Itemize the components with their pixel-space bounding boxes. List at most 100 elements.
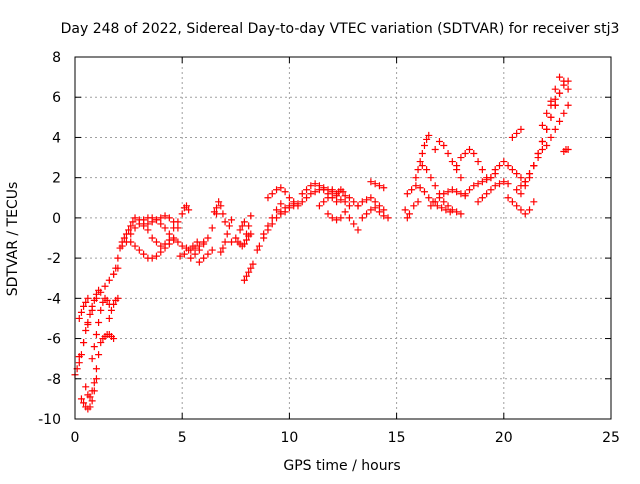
y-tick-label: -10	[38, 412, 61, 428]
data-point	[418, 162, 426, 170]
data-point	[273, 206, 281, 214]
series-arc-y	[260, 200, 285, 238]
data-point	[170, 224, 178, 232]
data-point	[513, 170, 521, 178]
data-point	[551, 125, 559, 133]
data-point	[84, 318, 92, 326]
data-point	[148, 254, 156, 262]
data-point	[500, 178, 508, 186]
data-point	[176, 252, 184, 260]
x-axis-label: GPS time / hours	[283, 458, 400, 474]
data-point	[380, 184, 388, 192]
data-point	[526, 206, 534, 214]
series-arc-ac	[298, 180, 341, 206]
data-point	[114, 254, 122, 262]
data-point	[358, 214, 366, 222]
data-point	[345, 202, 353, 210]
data-point	[457, 210, 465, 218]
data-point	[435, 137, 443, 145]
data-point	[285, 194, 293, 202]
x-tick-label: 5	[178, 430, 187, 446]
data-point	[412, 182, 420, 190]
data-point	[384, 214, 392, 222]
data-point	[354, 202, 362, 210]
data-point	[324, 194, 332, 202]
data-point	[221, 238, 229, 246]
data-point	[129, 218, 137, 226]
data-point	[547, 101, 555, 109]
data-point	[320, 186, 328, 194]
data-point	[538, 137, 546, 145]
data-point	[350, 198, 358, 206]
data-point	[517, 125, 525, 133]
series-arc-u	[234, 230, 255, 250]
data-point	[500, 158, 508, 166]
data-point	[131, 224, 139, 232]
data-point	[107, 306, 115, 314]
data-point	[410, 202, 418, 210]
data-point	[444, 188, 452, 196]
data-point	[219, 210, 227, 218]
data-point	[504, 162, 512, 170]
data-point	[470, 182, 478, 190]
data-point	[363, 196, 371, 204]
data-point	[95, 351, 103, 359]
data-point	[157, 242, 165, 250]
data-point	[517, 190, 525, 198]
data-point	[144, 226, 152, 234]
data-point	[358, 198, 366, 206]
data-point	[551, 95, 559, 103]
data-point	[538, 146, 546, 154]
data-point	[80, 339, 88, 347]
data-point	[131, 214, 139, 222]
data-point	[367, 206, 375, 214]
y-tick-label: 4	[52, 130, 61, 146]
data-point	[238, 222, 246, 230]
data-point	[534, 150, 542, 158]
data-point	[478, 166, 486, 174]
data-point	[75, 359, 83, 367]
data-point	[416, 184, 424, 192]
data-point	[328, 214, 336, 222]
series-arc-ah	[345, 214, 362, 234]
data-point	[504, 180, 512, 188]
data-point	[341, 208, 349, 216]
data-point	[90, 379, 98, 387]
data-point	[478, 178, 486, 186]
data-point	[474, 158, 482, 166]
data-point	[350, 220, 358, 228]
data-point	[240, 276, 248, 284]
data-point	[491, 182, 499, 190]
data-point	[165, 214, 173, 222]
data-point	[219, 244, 227, 252]
data-point	[245, 222, 253, 230]
data-point	[204, 234, 212, 242]
data-point	[232, 234, 240, 242]
data-point	[200, 254, 208, 262]
series-arc-r	[210, 198, 229, 226]
data-point	[513, 186, 521, 194]
data-point	[560, 109, 568, 117]
y-tick-label: 8	[52, 50, 61, 66]
data-point	[127, 222, 135, 230]
data-point	[560, 77, 568, 85]
data-point	[245, 268, 253, 276]
x-tick-label: 10	[280, 430, 298, 446]
data-point	[191, 250, 199, 258]
data-point	[92, 365, 100, 373]
chart-title: Day 248 of 2022, Sidereal Day-to-day VTE…	[61, 21, 620, 37]
series-arc-h	[105, 294, 122, 322]
series-arc-al	[401, 198, 422, 222]
data-point	[457, 154, 465, 162]
series-arc-ay	[526, 89, 564, 178]
data-point	[465, 146, 473, 154]
data-point	[433, 202, 441, 210]
data-point	[420, 188, 428, 196]
data-point	[140, 250, 148, 258]
data-point	[127, 238, 135, 246]
data-point	[431, 146, 439, 154]
data-point	[152, 252, 160, 260]
data-point	[412, 174, 420, 182]
data-point	[178, 242, 186, 250]
